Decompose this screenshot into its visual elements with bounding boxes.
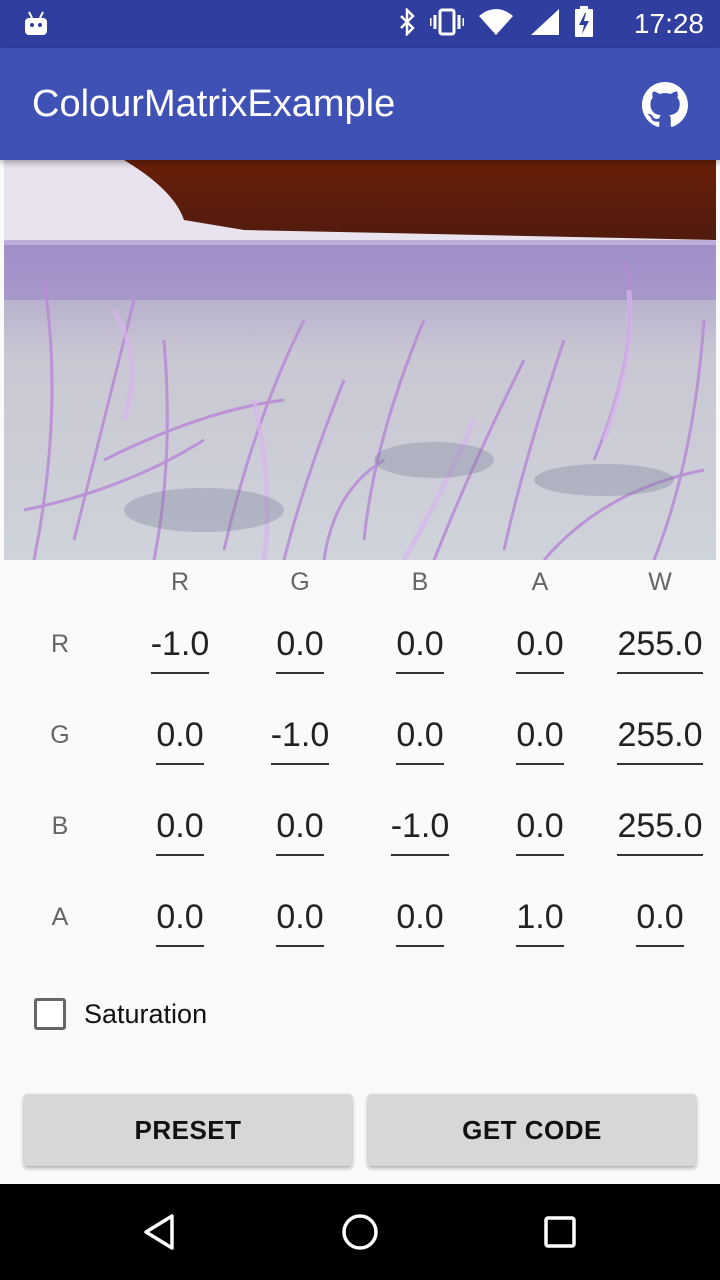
preset-button[interactable]: PRESET <box>24 1094 352 1166</box>
matrix-cell[interactable]: 1.0 <box>480 897 600 947</box>
matrix-value[interactable]: 0.0 <box>516 715 564 765</box>
matrix-cell[interactable]: -1.0 <box>120 624 240 674</box>
get-code-button[interactable]: GET CODE <box>368 1094 696 1166</box>
matrix-cell[interactable]: 0.0 <box>360 715 480 765</box>
matrix-value[interactable]: 1.0 <box>516 897 564 947</box>
matrix-value[interactable]: 0.0 <box>276 624 324 674</box>
preview-image <box>4 160 716 560</box>
back-icon[interactable] <box>136 1208 184 1256</box>
matrix-cell[interactable]: 0.0 <box>360 897 480 947</box>
matrix-cell[interactable]: 0.0 <box>360 624 480 674</box>
matrix-value[interactable]: 0.0 <box>276 897 324 947</box>
matrix-cell[interactable]: 0.0 <box>240 897 360 947</box>
matrix-value[interactable]: 0.0 <box>396 897 444 947</box>
status-bar: 17:28 <box>0 0 720 48</box>
column-header-g: G <box>290 568 310 596</box>
matrix-cell[interactable]: 0.0 <box>600 897 720 947</box>
matrix-value[interactable]: 0.0 <box>156 715 204 765</box>
matrix-cell[interactable]: -1.0 <box>360 806 480 856</box>
saturation-label: Saturation <box>84 998 208 1029</box>
status-icons <box>398 5 594 41</box>
matrix-value[interactable]: 0.0 <box>636 897 684 947</box>
home-icon[interactable] <box>336 1208 384 1256</box>
matrix-value[interactable]: 0.0 <box>276 806 324 856</box>
matrix-value[interactable]: 0.0 <box>396 624 444 674</box>
github-icon[interactable] <box>642 82 688 128</box>
matrix-value[interactable]: 0.0 <box>516 806 564 856</box>
saturation-option[interactable]: Saturation <box>34 996 207 1032</box>
matrix-cell[interactable]: 0.0 <box>120 806 240 856</box>
matrix-cell[interactable]: 0.0 <box>240 806 360 856</box>
row-label-r: R <box>50 630 70 658</box>
row-label-b: B <box>51 812 69 840</box>
matrix-value[interactable]: 255.0 <box>617 624 703 674</box>
matrix-cell[interactable]: 0.0 <box>240 624 360 674</box>
matrix-cell[interactable]: 255.0 <box>600 806 720 856</box>
recents-icon[interactable] <box>536 1208 584 1256</box>
vibrate-icon <box>429 8 465 41</box>
matrix-cell[interactable]: 255.0 <box>600 624 720 674</box>
matrix-value[interactable]: 0.0 <box>156 806 204 856</box>
matrix-value[interactable]: 0.0 <box>396 715 444 765</box>
matrix-value[interactable]: 255.0 <box>617 806 703 856</box>
matrix-cell[interactable]: 255.0 <box>600 715 720 765</box>
status-time: 17:28 <box>633 8 704 39</box>
matrix-value[interactable]: 255.0 <box>617 715 703 765</box>
matrix-cell[interactable]: 0.0 <box>120 715 240 765</box>
column-header-a: A <box>531 568 549 596</box>
matrix-cell[interactable]: 0.0 <box>480 806 600 856</box>
matrix-value[interactable]: 0.0 <box>156 897 204 947</box>
android-notification-icon <box>25 11 47 35</box>
app-bar: ColourMatrixExample <box>0 48 720 160</box>
battery-charging-icon <box>574 5 594 43</box>
row-label-a: A <box>51 903 69 931</box>
matrix-cell[interactable]: 0.0 <box>480 715 600 765</box>
column-header-b: B <box>411 568 429 596</box>
navigation-bar <box>0 1184 720 1280</box>
bluetooth-icon <box>398 6 416 41</box>
wifi-icon <box>478 8 514 41</box>
matrix-value[interactable]: -1.0 <box>270 715 330 765</box>
cellular-signal-icon <box>528 8 560 41</box>
row-label-g: G <box>50 721 70 749</box>
matrix-value[interactable]: 0.0 <box>516 624 564 674</box>
app-title: ColourMatrixExample <box>32 83 396 125</box>
column-header-w: W <box>648 568 672 596</box>
matrix-value[interactable]: -1.0 <box>390 806 450 856</box>
matrix-cell[interactable]: 0.0 <box>120 897 240 947</box>
matrix-value[interactable]: -1.0 <box>150 624 210 674</box>
saturation-checkbox[interactable] <box>34 998 66 1030</box>
inverted-grass-photo <box>4 160 716 560</box>
column-header-r: R <box>170 568 190 596</box>
matrix-cell[interactable]: -1.0 <box>240 715 360 765</box>
matrix-cell[interactable]: 0.0 <box>480 624 600 674</box>
